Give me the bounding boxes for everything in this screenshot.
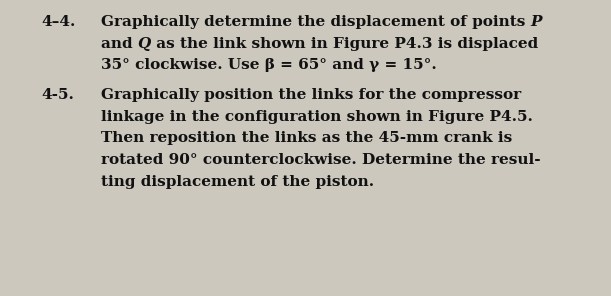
Text: P: P — [530, 15, 542, 29]
Text: as the link shown in Figure P4.3 is displaced: as the link shown in Figure P4.3 is disp… — [151, 37, 538, 51]
Text: Graphically determine the displacement of points: Graphically determine the displacement o… — [101, 15, 530, 29]
Text: linkage in the configuration shown in Figure P4.5.: linkage in the configuration shown in Fi… — [101, 110, 533, 123]
Text: 4–4.: 4–4. — [42, 15, 76, 29]
Text: Then reposition the links as the 45-mm crank is: Then reposition the links as the 45-mm c… — [101, 131, 512, 145]
Text: rotated 90° counterclockwise. Determine the resul-: rotated 90° counterclockwise. Determine … — [101, 153, 541, 167]
Text: 35° clockwise. Use β = 65° and γ = 15°.: 35° clockwise. Use β = 65° and γ = 15°. — [101, 58, 437, 72]
Text: ting displacement of the piston.: ting displacement of the piston. — [101, 175, 374, 189]
Text: 4-5.: 4-5. — [42, 88, 75, 102]
Text: Q: Q — [137, 37, 151, 51]
Text: Graphically position the links for the compressor: Graphically position the links for the c… — [101, 88, 521, 102]
Text: and: and — [101, 37, 137, 51]
